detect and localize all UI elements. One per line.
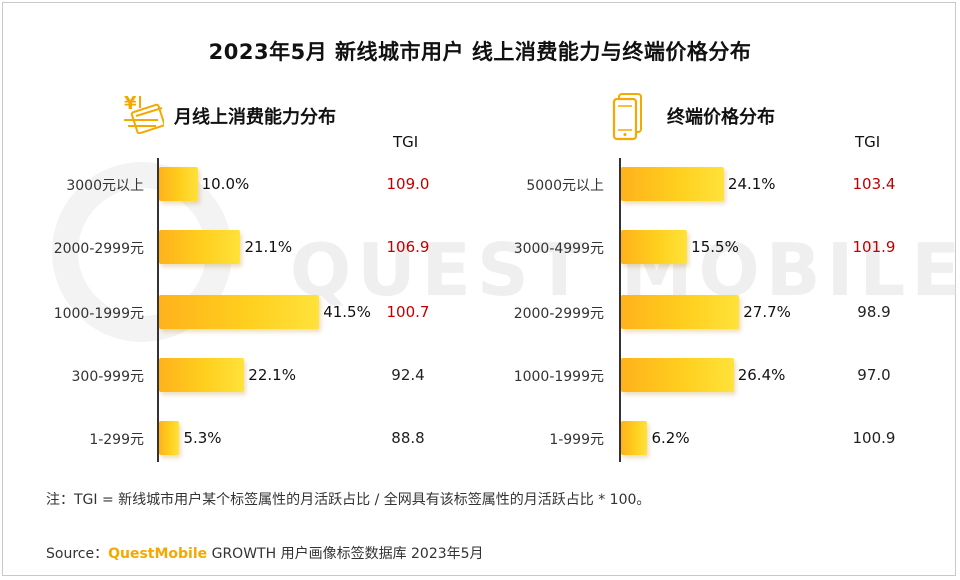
right-bar — [621, 230, 688, 264]
right-category-label: 1000-1999元 — [513, 369, 604, 385]
chart-title: 2023年5月 新线城市用户 线上消费能力与终端价格分布 — [208, 40, 752, 64]
left-tgi-value: 92.4 — [391, 366, 425, 384]
left-value-label: 22.1% — [248, 366, 296, 384]
left-bar — [159, 230, 241, 264]
right-tgi-value: 101.9 — [852, 238, 896, 256]
source-suffix: GROWTH 用户画像标签数据库 2023年5月 — [207, 546, 484, 562]
svg-text:¥: ¥ — [124, 93, 137, 114]
source-line: Source：QuestMobile GROWTH 用户画像标签数据库 2023… — [46, 543, 484, 563]
phone-icon — [612, 93, 642, 141]
right-value-label: 15.5% — [691, 238, 739, 256]
left-bar — [159, 421, 180, 455]
left-bar — [159, 358, 245, 392]
right-tgi-value: 97.0 — [857, 366, 891, 384]
right-bar — [621, 421, 648, 455]
source-prefix: Source： — [46, 546, 109, 562]
right-category-label: 3000-4999元 — [513, 241, 604, 257]
right-bar — [621, 358, 734, 392]
left-tgi-value: 106.9 — [386, 238, 430, 256]
right-bar — [621, 167, 724, 201]
left-category-label: 1000-1999元 — [53, 306, 144, 322]
yen-card-icon: ¥ — [124, 93, 164, 134]
right-axis-line — [619, 158, 621, 462]
left-value-label: 10.0% — [201, 175, 250, 193]
left-bar — [159, 167, 198, 201]
left-tgi-header: TGI — [393, 133, 419, 151]
right-value-label: 27.7% — [743, 303, 791, 321]
right-tgi-value: 98.9 — [857, 303, 891, 321]
right-category-label: 1-999元 — [549, 432, 604, 448]
right-tgi-value: 103.4 — [852, 175, 896, 193]
right-value-label: 26.4% — [737, 366, 786, 384]
left-value-label: 21.1% — [244, 238, 293, 256]
left-value-label: 41.5% — [323, 303, 371, 321]
right-tgi-value: 100.9 — [852, 429, 896, 447]
left-value-label: 5.3% — [183, 429, 222, 447]
right-category-label: 5000元以上 — [526, 178, 604, 194]
left-category-label: 2000-2999元 — [53, 241, 144, 257]
right-bar — [621, 295, 740, 329]
right-tgi-header: TGI — [855, 133, 881, 151]
left-tgi-value: 88.8 — [391, 429, 425, 447]
left-category-label: 1-299元 — [89, 432, 144, 448]
left-tgi-value: 100.7 — [386, 303, 430, 321]
right-category-label: 2000-2999元 — [513, 306, 604, 322]
left-category-label: 300-999元 — [71, 369, 145, 385]
left-tgi-value: 109.0 — [386, 175, 430, 193]
left-axis-line — [157, 158, 159, 462]
left-bar — [159, 295, 320, 329]
left-category-label: 3000元以上 — [66, 178, 144, 194]
footnote: 注：TGI = 新线城市用户某个标签属性的月活跃占比 / 全网具有该标签属性的月… — [46, 492, 651, 508]
right-value-label: 24.1% — [727, 175, 776, 193]
right-value-label: 6.2% — [651, 429, 690, 447]
right-panel-title: 终端价格分布 — [667, 107, 775, 128]
left-panel-title: 月线上消费能力分布 — [174, 107, 336, 128]
source-brand: QuestMobile — [108, 546, 208, 562]
